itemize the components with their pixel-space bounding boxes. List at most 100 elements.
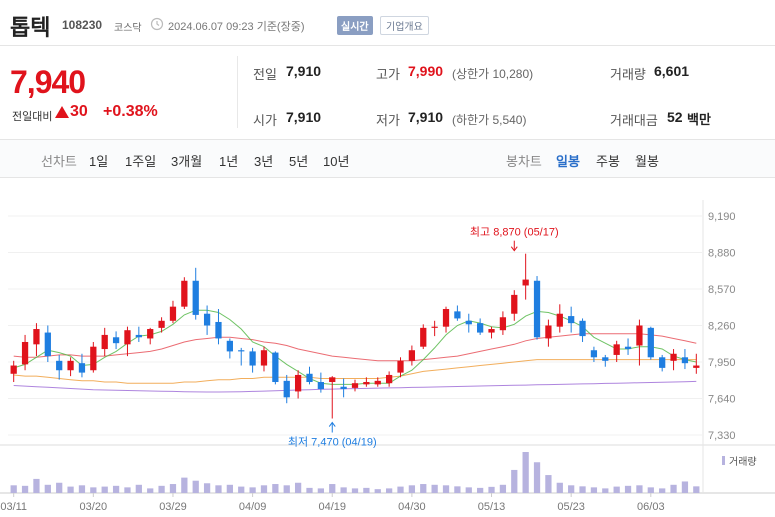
volume-bar [659,488,666,493]
candle [124,326,131,357]
candle-body [363,382,370,385]
volume-bar [238,486,245,493]
candle-body [647,327,654,358]
candle [10,360,17,383]
upper-limit: (상한가 10,280) [452,67,534,81]
ma120-line [13,380,697,393]
candle-body [112,337,120,344]
tab-candle-chart[interactable]: 봉차트 [506,154,542,169]
company-overview-button[interactable]: 기업개요 [380,16,429,35]
legend-label-ma20: 20 [45,199,56,209]
candle-body [602,357,609,361]
tab-daily[interactable]: 일봉 [556,154,580,169]
chart-legend: 5 20 60 120 [12,199,128,209]
tab-monthly[interactable]: 월봉 [635,154,659,169]
realtime-badge[interactable]: 실시간 [337,16,373,35]
volume-bar [613,486,620,493]
volume-bar [158,485,165,493]
candle [363,377,370,387]
volume-bar [488,486,495,493]
candle-body [203,313,211,326]
candle [283,374,290,404]
candle-body [659,357,666,368]
candle-body [147,329,154,339]
volume-bar [499,484,507,493]
tab-3y[interactable]: 3년 [254,154,274,169]
candle [329,376,336,419]
tab-10y[interactable]: 10년 [323,154,350,169]
tab-5y[interactable]: 5년 [289,154,309,169]
volume-bar [545,475,552,493]
change-value: 30 [70,103,88,120]
candle-body [636,325,643,346]
volume-bar [693,486,700,493]
candle-body [522,279,529,286]
candle-body [431,326,438,328]
open-label: 시가 [253,113,277,128]
low-label: 저가 [376,113,400,128]
x-tick-label: 06/03 [637,501,665,513]
volume-bar [511,469,518,493]
divider [237,56,238,128]
candle [579,318,586,342]
candle-body [351,383,359,388]
tab-1d[interactable]: 1일 [89,154,109,169]
tab-1y[interactable]: 1년 [219,154,239,169]
amount-unit: 백만 [687,112,711,127]
candle [56,354,63,380]
volume-bar [90,487,97,493]
legend-item-ma20: 20 [36,199,56,209]
volume-bar [386,488,393,493]
high-value: 7,990 [408,63,444,79]
candle [340,378,347,398]
candle [90,341,97,373]
tab-1w[interactable]: 1주일 [125,154,157,169]
lower-limit: (하한가 5,540) [452,113,527,127]
candle [386,371,393,387]
amount-label: 거래대금 [610,113,658,128]
y-tick-label: 7,950 [708,357,736,369]
candle [681,349,689,370]
candle-body [488,329,495,333]
candle [454,305,461,321]
prev-close-value: 7,910 [286,63,322,79]
candle-body [397,360,404,373]
candle [67,357,74,377]
candle [420,324,427,350]
candle-body [317,382,324,390]
candle [294,370,302,399]
x-tick-label: 04/19 [318,501,346,513]
tab-weekly[interactable]: 주봉 [596,154,620,169]
candle [431,320,438,337]
candle-body [329,377,336,383]
candle-body [511,294,518,314]
candle [181,277,188,310]
candle-body [465,320,472,325]
tab-3m[interactable]: 3개월 [171,154,203,169]
candle [238,347,245,366]
volume-bar [21,485,29,493]
candle [21,334,29,371]
candle-body [226,340,233,352]
tab-line-chart[interactable]: 선차트 [41,154,77,169]
candle [33,323,40,357]
open-value: 7,910 [286,109,322,125]
candle-body [192,280,199,315]
y-tick-label: 9,190 [708,211,736,223]
x-tick-label: 05/13 [478,501,506,513]
candle [647,326,654,360]
candle-body [10,365,17,374]
high-annotation: 최고 8,870 (05/17) [470,226,559,239]
candle-body [67,360,74,371]
candle [568,306,575,333]
candle [556,304,563,333]
candle [374,377,381,387]
candle [590,346,598,362]
volume-bar [44,484,51,493]
candle-body [283,380,290,398]
volume-legend-label: 거래량 [729,456,757,468]
candle-body [374,380,381,385]
candle-body [215,321,222,339]
high-label: 고가 [376,67,400,82]
candle [477,318,484,335]
